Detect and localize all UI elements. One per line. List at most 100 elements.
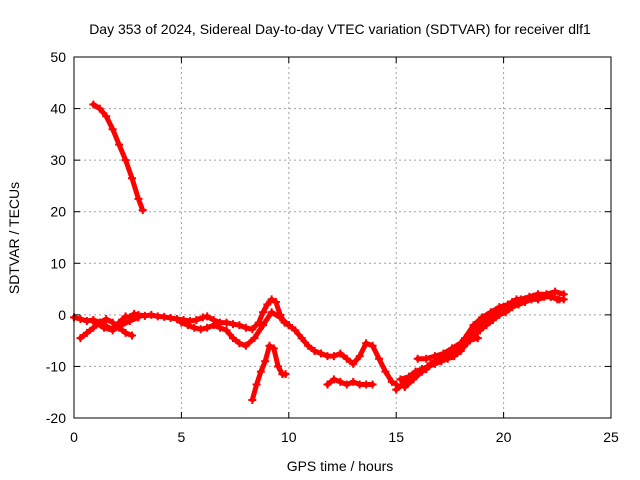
data-point	[413, 354, 422, 363]
data-point	[521, 295, 530, 304]
data-point	[108, 125, 117, 134]
axis-ticks: 0 5 10 15 20 25 -20 -10 0 10 20 30 40 50	[46, 49, 619, 445]
data-point	[228, 320, 237, 329]
x-tick-label: 20	[496, 429, 512, 445]
data-point	[248, 325, 257, 334]
data-point	[291, 326, 300, 335]
data-point	[495, 303, 504, 312]
data-point	[368, 341, 377, 350]
data-point	[183, 321, 192, 330]
data-point	[108, 318, 117, 327]
data-point	[127, 174, 136, 183]
data-point	[91, 318, 100, 327]
data-point	[108, 326, 117, 335]
data-point	[503, 300, 512, 309]
series-track-a	[90, 101, 146, 213]
data-point	[265, 341, 274, 350]
data-point	[261, 357, 270, 366]
data-point	[349, 377, 358, 386]
data-point	[89, 323, 98, 332]
y-tick-label: 20	[50, 204, 66, 220]
data-point	[82, 328, 91, 337]
series-track-i-points	[392, 292, 568, 394]
data-point	[121, 156, 130, 165]
data-point	[203, 323, 212, 332]
data-point	[222, 326, 231, 335]
data-point	[392, 385, 401, 394]
data-point	[274, 362, 283, 371]
series-track-k-points	[400, 292, 564, 392]
data-point	[387, 377, 396, 386]
data-point	[501, 308, 510, 317]
data-point	[134, 194, 143, 203]
data-point	[254, 318, 263, 327]
data-point	[329, 375, 338, 384]
series-track-i	[393, 294, 567, 393]
data-point	[439, 349, 448, 358]
data-point	[259, 308, 268, 317]
data-point	[329, 352, 338, 361]
data-point	[417, 367, 426, 376]
data-point	[456, 346, 465, 355]
data-point	[190, 323, 199, 332]
data-point	[241, 323, 250, 332]
data-point	[121, 312, 130, 321]
data-point	[235, 339, 244, 348]
data-point	[512, 295, 521, 304]
y-tick-label: -20	[46, 410, 66, 426]
data-point	[102, 314, 111, 323]
data-point	[478, 313, 487, 322]
data-point	[396, 375, 405, 384]
data-point	[121, 328, 130, 337]
series-track-l-points	[413, 334, 482, 363]
data-point	[448, 344, 457, 353]
plot-frame	[73, 56, 612, 419]
data-point	[203, 312, 212, 321]
data-point	[538, 292, 547, 301]
data-point	[342, 380, 351, 389]
data-point	[125, 317, 134, 326]
data-point	[269, 344, 278, 353]
data-point	[381, 367, 390, 376]
data-point	[473, 323, 482, 332]
data-point	[192, 316, 201, 325]
data-point	[198, 313, 207, 322]
data-point	[95, 104, 104, 113]
data-point	[405, 372, 414, 381]
data-point	[336, 349, 345, 358]
data-point	[310, 346, 319, 355]
data-point	[263, 300, 272, 309]
data-point	[473, 334, 482, 343]
data-point	[102, 112, 111, 121]
data-point	[529, 292, 538, 301]
data-point	[256, 367, 265, 376]
data-point	[281, 370, 290, 379]
data-point	[115, 140, 124, 149]
x-tick-label: 5	[178, 429, 186, 445]
data-point	[284, 321, 293, 330]
data-point	[160, 312, 169, 321]
data-point	[409, 375, 418, 384]
y-axis-label: SDTVAR / TECUs	[6, 182, 22, 294]
y-tick-label: 50	[50, 49, 66, 65]
x-tick-label: 15	[388, 429, 404, 445]
series-track-e-points	[177, 308, 293, 350]
data-point	[551, 287, 560, 296]
data-point	[469, 321, 478, 330]
x-axis-label: GPS time / hours	[287, 458, 394, 474]
data-point	[222, 318, 231, 327]
data-point	[134, 313, 143, 322]
series-track-a-points	[89, 100, 147, 215]
series-track-h-points	[323, 375, 377, 389]
y-tick-label: 30	[50, 152, 66, 168]
data-point	[349, 359, 358, 368]
data-point	[76, 334, 85, 343]
y-tick-label: 40	[50, 101, 66, 117]
data-point	[241, 341, 250, 350]
data-point	[486, 308, 495, 317]
data-point	[267, 295, 276, 304]
series-track-d-points	[91, 313, 143, 335]
data-point	[82, 317, 91, 326]
grid-lines	[74, 57, 611, 418]
